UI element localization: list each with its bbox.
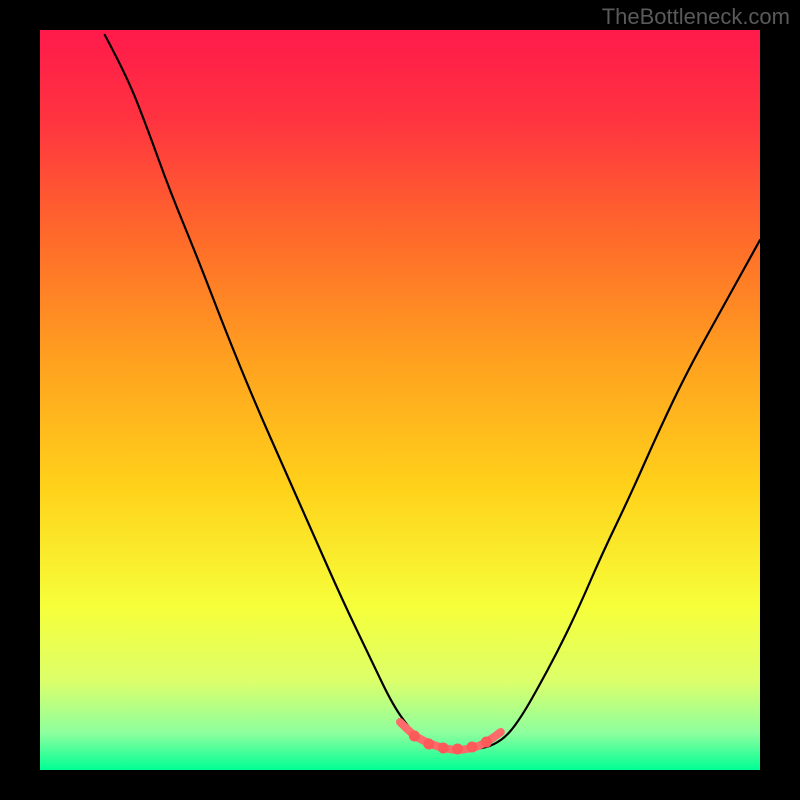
bottleneck-chart xyxy=(0,0,800,800)
plot-area xyxy=(40,30,760,770)
trough-dot xyxy=(467,742,478,753)
watermark-label: TheBottleneck.com xyxy=(602,4,790,30)
chart-container: TheBottleneck.com xyxy=(0,0,800,800)
trough-dot xyxy=(423,739,434,750)
trough-dot xyxy=(409,731,420,742)
trough-dot xyxy=(438,743,449,754)
trough-dot xyxy=(452,744,463,755)
trough-dot xyxy=(481,737,492,748)
